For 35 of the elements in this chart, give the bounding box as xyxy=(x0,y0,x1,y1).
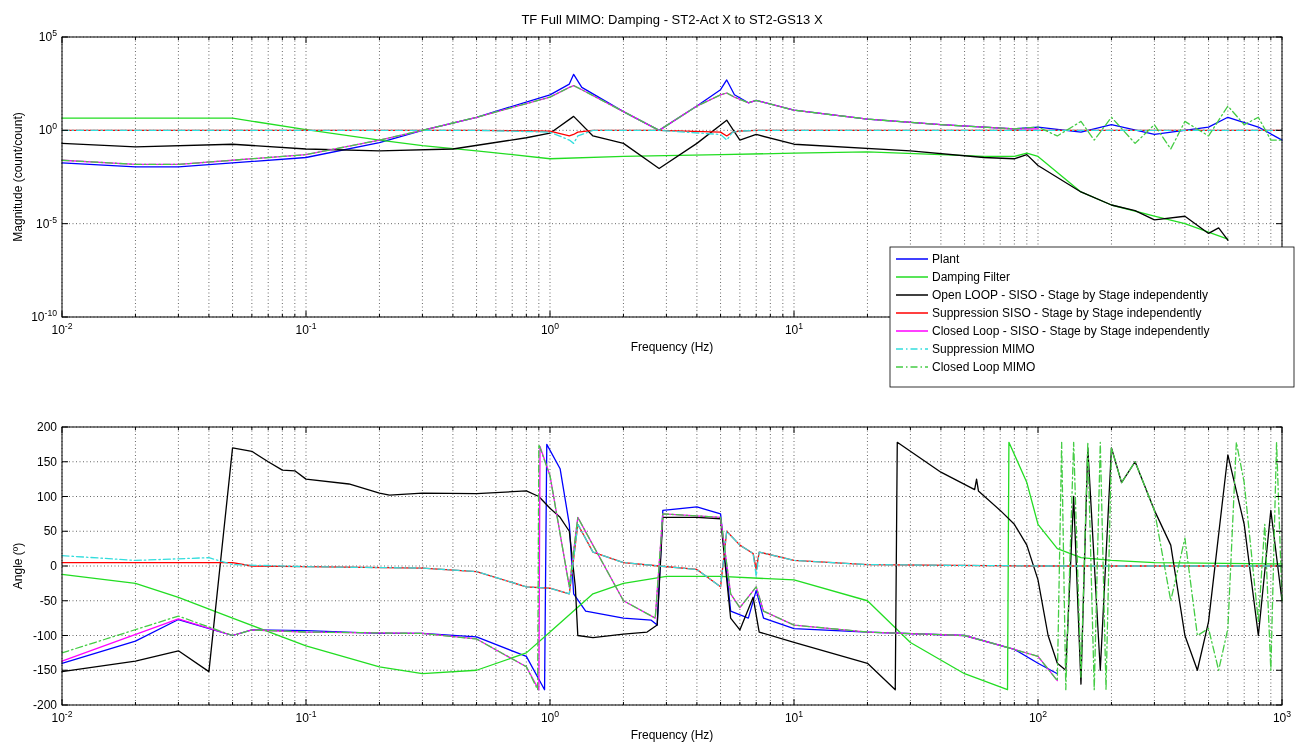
x-tick-label: 10$^{3}$ xyxy=(1272,709,1292,725)
y-tick-label: 10$^{-10}$ xyxy=(31,308,58,324)
legend-label: Suppression MIMO xyxy=(932,342,1035,356)
y-tick-label: 50 xyxy=(43,524,58,539)
y-tick-label: 200 xyxy=(36,420,58,434)
chart-title: TF Full MIMO: Damping - ST2-Act X to ST2-GS13 X xyxy=(521,12,823,27)
legend-label: Plant xyxy=(932,252,961,266)
y-tick-label: -50 xyxy=(39,593,58,608)
x-tick-label: 10$^{-1}$ xyxy=(295,321,317,337)
x-axis-title: Frequency (Hz) xyxy=(630,728,714,742)
legend-label: Closed Loop MIMO xyxy=(932,360,1036,374)
x-tick-label: 10$^{-1}$ xyxy=(295,709,317,725)
x-tick-label: 10$^{-2}$ xyxy=(51,321,73,337)
legend-label: Closed Loop - SISO - Stage by Stage independently xyxy=(932,324,1210,338)
y-tick-label: -150 xyxy=(32,663,58,678)
y-tick-label: 100 xyxy=(36,489,58,504)
y-tick-label: -100 xyxy=(32,628,58,643)
y-tick-label: 10$^{5}$ xyxy=(38,28,58,44)
x-tick-label: 10$^{-2}$ xyxy=(51,709,73,725)
y-tick-label: 0 xyxy=(50,559,58,573)
legend-label: Suppression SISO - Stage by Stage independently xyxy=(932,306,1202,320)
legend-label: Open LOOP - SISO - Stage by Stage independently xyxy=(932,288,1208,302)
x-tick-label: 10$^{1}$ xyxy=(784,321,804,337)
y-axis-title: Angle (º) xyxy=(11,542,25,590)
x-tick-label: 10$^{2}$ xyxy=(1028,709,1048,725)
y-axis-title: Magnitude (count/count) xyxy=(11,112,25,242)
x-tick-label: 10$^{1}$ xyxy=(784,709,804,725)
y-tick-label: 10$^{0}$ xyxy=(38,121,58,138)
x-tick-label: 10$^{0}$ xyxy=(540,321,560,337)
y-tick-label: -200 xyxy=(32,698,58,712)
x-tick-label: 10$^{0}$ xyxy=(540,709,560,725)
y-tick-label: 150 xyxy=(36,454,58,469)
x-axis-title: Frequency (Hz) xyxy=(630,340,714,354)
y-tick-label: 10$^{-5}$ xyxy=(35,214,58,231)
legend-label: Damping Filter xyxy=(932,270,1011,284)
